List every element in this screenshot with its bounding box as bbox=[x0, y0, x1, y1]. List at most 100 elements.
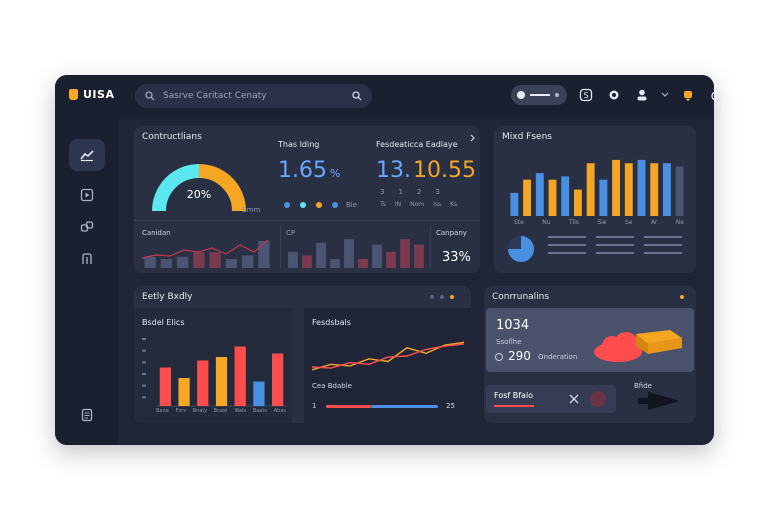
close-icon[interactable] bbox=[568, 393, 580, 405]
record-icon[interactable] bbox=[588, 389, 608, 409]
chart-bar bbox=[535, 173, 544, 216]
settings-button[interactable] bbox=[605, 86, 623, 104]
mixed-pie-chart bbox=[508, 236, 534, 262]
gauge-title: Contructlians bbox=[142, 132, 202, 142]
chart-bar bbox=[662, 163, 671, 216]
metric2-tick-label: Ts bbox=[380, 201, 386, 208]
chart-bar bbox=[258, 241, 270, 268]
chart-bar bbox=[573, 189, 582, 216]
stats-button-underline bbox=[494, 405, 534, 407]
chart-bar bbox=[288, 251, 298, 268]
sidebar-item-tags[interactable] bbox=[69, 243, 105, 275]
app-logo[interactable]: UISA bbox=[69, 88, 114, 101]
arrow-right-icon[interactable] bbox=[634, 390, 684, 412]
stats-title: Conrrunalins bbox=[492, 292, 550, 302]
page-dot[interactable] bbox=[440, 295, 444, 299]
mixed-x-label: Sie bbox=[597, 219, 607, 226]
dashboard-window: UISA Sasrve Caritact Cenaty bbox=[55, 75, 714, 445]
metric2-tick: 2 bbox=[416, 188, 422, 196]
legend-dot-orange bbox=[316, 202, 322, 208]
y-tick bbox=[142, 396, 146, 399]
y-tick bbox=[142, 349, 146, 352]
line-chart bbox=[311, 341, 465, 371]
theme-toggle[interactable] bbox=[511, 85, 567, 105]
chart-bar bbox=[612, 159, 621, 216]
top-right-controls: S bbox=[511, 85, 714, 105]
line-left-value: 1 bbox=[312, 402, 317, 410]
legend-dot-blue-2 bbox=[332, 202, 338, 208]
search-input[interactable]: Sasrve Caritact Cenaty bbox=[163, 91, 267, 101]
stats-action-panel[interactable]: Fosf Bfalo bbox=[486, 385, 616, 413]
user-menu-button[interactable] bbox=[633, 86, 651, 104]
legend-dot-blue bbox=[284, 202, 290, 208]
mixed-list-row bbox=[548, 236, 688, 238]
mini-bar-chart-2 bbox=[288, 239, 424, 268]
mini-bar-chart-1 bbox=[142, 239, 270, 268]
chart-bar bbox=[675, 166, 684, 216]
bar-x-label: Abas bbox=[273, 408, 286, 414]
line-series bbox=[311, 343, 465, 369]
chart-bar bbox=[159, 367, 171, 406]
link-icon bbox=[80, 221, 94, 232]
stats-value-2: 290 bbox=[508, 349, 531, 363]
chart-bar bbox=[302, 255, 312, 268]
page-dot[interactable] bbox=[430, 295, 434, 299]
chart-bar bbox=[330, 259, 340, 268]
alerts-button[interactable] bbox=[707, 86, 714, 104]
bar-panel: Bsdel Elics Bane Fors Bnaly Bnaki Wals B… bbox=[134, 308, 292, 423]
sidebar bbox=[55, 119, 118, 445]
sidebar-item-analytics[interactable] bbox=[69, 139, 105, 171]
line-progress-track bbox=[326, 405, 438, 408]
help-icon: S bbox=[579, 88, 593, 102]
chart-bar bbox=[178, 378, 190, 406]
chart-bar bbox=[624, 163, 633, 216]
line-right-value: 25 bbox=[446, 402, 455, 410]
mixed-x-label: Tils bbox=[568, 219, 579, 226]
chart-bar bbox=[523, 179, 532, 216]
stats-label-3: Bfide bbox=[634, 382, 652, 390]
metric1-unit: % bbox=[329, 167, 341, 180]
gauge-value: 20% bbox=[187, 188, 211, 201]
toggle-bar bbox=[530, 94, 550, 96]
sidebar-item-media[interactable] bbox=[69, 179, 105, 211]
chevron-down-icon[interactable] bbox=[661, 92, 669, 98]
chart-bar bbox=[193, 252, 205, 268]
bottom-title: Eetly Bxdly bbox=[142, 292, 193, 302]
sidebar-item-documents[interactable] bbox=[69, 399, 105, 431]
app-title: UISA bbox=[83, 88, 115, 101]
chart-bar bbox=[400, 239, 410, 268]
metric2-value-group: 13. 10.55 bbox=[376, 158, 476, 183]
line-progress-red bbox=[326, 405, 371, 408]
bar-x-label: Fors bbox=[175, 408, 186, 414]
line-title: Fesdsbals bbox=[312, 318, 351, 327]
notifications-button[interactable] bbox=[679, 86, 697, 104]
play-icon bbox=[80, 188, 94, 202]
sidebar-item-links[interactable] bbox=[69, 211, 105, 243]
search-bar[interactable]: Sasrve Caritact Cenaty bbox=[135, 84, 372, 108]
line-progress-blue bbox=[370, 405, 438, 408]
toggle-dot bbox=[555, 93, 559, 97]
chevron-right-icon[interactable] bbox=[470, 134, 476, 142]
mini-divider-1 bbox=[280, 226, 281, 268]
chart-bar bbox=[209, 252, 221, 268]
mini3-value: 33% bbox=[442, 250, 471, 265]
search-submit-icon[interactable] bbox=[352, 91, 362, 101]
cloud-illustration-icon bbox=[594, 330, 682, 362]
chart-bar bbox=[414, 244, 424, 268]
card-pagination[interactable] bbox=[430, 295, 454, 299]
page-dot-active[interactable] bbox=[450, 295, 454, 299]
tag-icon bbox=[82, 253, 92, 264]
mini-divider-2 bbox=[430, 226, 431, 268]
chart-bar bbox=[510, 192, 519, 216]
chart-bar bbox=[253, 381, 265, 406]
stats-status-dot bbox=[680, 295, 684, 299]
bar-subtitle: Bsdel Elics bbox=[142, 318, 185, 327]
mixed-title: Mixd Fsens bbox=[502, 132, 552, 142]
mixed-x-label: Se bbox=[624, 219, 633, 226]
mixed-x-label: Nu bbox=[542, 219, 551, 226]
chart-bar bbox=[386, 251, 396, 268]
help-button[interactable]: S bbox=[577, 86, 595, 104]
alert-icon bbox=[711, 91, 714, 101]
bar-x-label: Bnaly bbox=[192, 408, 207, 414]
chart-bar bbox=[599, 179, 608, 216]
